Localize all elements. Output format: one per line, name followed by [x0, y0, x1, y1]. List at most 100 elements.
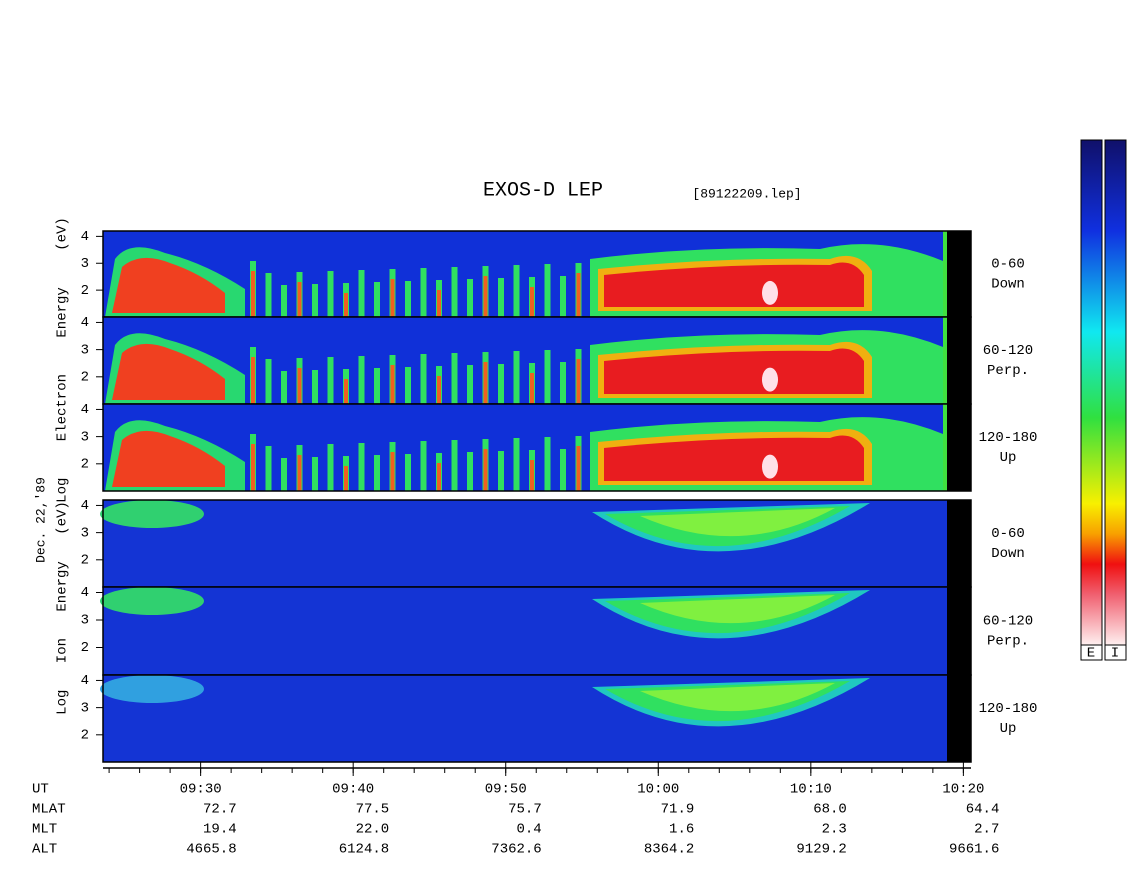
flux-spike [405, 281, 411, 317]
x-tick-label: 09:30 [180, 782, 222, 798]
y-tick-label: 3 [81, 429, 89, 445]
flux-spike [560, 276, 566, 317]
panel-range: 120-180 [979, 701, 1038, 717]
y-tick-label: 4 [81, 673, 89, 689]
panel-direction: Perp. [987, 363, 1029, 379]
flux-region [604, 262, 864, 307]
edge-strip [943, 404, 947, 491]
ephemeris-name: MLT [32, 822, 57, 838]
panel-frame [102, 674, 972, 763]
ephemeris-value: 71.9 [661, 802, 695, 818]
flux-spike [513, 438, 520, 491]
panel-direction: Up [1000, 450, 1017, 466]
y-tick-label: 2 [81, 283, 89, 299]
edge-strip [947, 500, 971, 587]
ephemeris-name: MLAT [32, 802, 66, 818]
panel-direction: Down [991, 277, 1025, 293]
panel-range: 60-120 [983, 614, 1033, 630]
flux-spike [544, 264, 551, 317]
ephemeris-value: 2.7 [974, 822, 999, 838]
flux-spike [344, 293, 348, 317]
colorbar [1104, 139, 1127, 646]
ephemeris-value: 7362.6 [491, 842, 541, 858]
edge-strip [943, 317, 947, 404]
y-tick-label: 4 [81, 498, 89, 514]
ephemeris-value: 4665.8 [186, 842, 236, 858]
flux-spike [327, 444, 334, 491]
flux-spike [374, 368, 380, 404]
edge-strip [947, 404, 971, 491]
edge-strip [943, 231, 947, 317]
flux-region [640, 508, 835, 537]
flux-spike [265, 359, 272, 404]
flux-region [112, 430, 225, 487]
flux-spike [483, 276, 488, 317]
flux-region [762, 367, 778, 392]
flux-spike [358, 270, 365, 317]
flux-spike [312, 457, 318, 491]
edge-strip [947, 587, 971, 675]
flux-region [100, 500, 204, 528]
flux-spike [437, 290, 441, 317]
colorbar [1080, 139, 1103, 646]
flux-spike [265, 273, 272, 317]
flux-spike [297, 282, 302, 317]
flux-spike [420, 354, 427, 404]
y-tick-label: 2 [81, 728, 89, 744]
y-tick-label: 3 [81, 613, 89, 629]
panel-range: 0-60 [991, 526, 1025, 542]
flux-spike [374, 282, 380, 317]
colorbar-label: E [1087, 646, 1095, 662]
ephemeris-value: 22.0 [356, 822, 390, 838]
flux-region [640, 595, 835, 624]
colorbar-label-box [1104, 644, 1127, 661]
x-axis-label: UT [32, 782, 49, 798]
flux-region [640, 683, 835, 712]
axis-label: Log Electron Energy (eV) [55, 217, 71, 503]
flux-region [762, 454, 778, 479]
panel-direction: Up [1000, 721, 1017, 737]
flux-spike [251, 444, 255, 491]
flux-spike [327, 357, 334, 404]
flux-spike [483, 362, 488, 404]
ephemeris-value: 8364.2 [644, 842, 694, 858]
flux-region [100, 675, 204, 703]
panel-direction: Down [991, 546, 1025, 562]
flux-spike [530, 460, 534, 491]
y-tick-label: 3 [81, 525, 89, 541]
flux-spike [498, 278, 504, 317]
flux-spike [405, 454, 411, 491]
flux-spike [451, 353, 458, 404]
flux-spike [560, 362, 566, 404]
flux-spike [513, 351, 520, 404]
y-tick-label: 4 [81, 402, 89, 418]
flux-spike [467, 279, 473, 317]
flux-spike [437, 376, 441, 404]
flux-spike [560, 449, 566, 491]
ephemeris-value: 19.4 [203, 822, 237, 838]
flux-spike [483, 449, 488, 491]
flux-spike [327, 271, 334, 317]
edge-strip [947, 317, 971, 404]
y-tick-label: 3 [81, 700, 89, 716]
panel-range: 60-120 [983, 343, 1033, 359]
ephemeris-value: 0.4 [517, 822, 542, 838]
flux-spike [281, 285, 287, 317]
axis-label: Log Ion Energy (eV) [55, 501, 71, 715]
colorbar-label: I [1111, 646, 1119, 662]
flux-spike [312, 284, 318, 317]
ephemeris-value: 1.6 [669, 822, 694, 838]
flux-spike [513, 265, 520, 317]
flux-region [112, 257, 225, 313]
ephemeris-value: 9129.2 [796, 842, 846, 858]
edge-strip [947, 675, 971, 762]
x-tick-label: 09:40 [332, 782, 374, 798]
flux-region [762, 280, 778, 305]
flux-spike [576, 359, 581, 404]
file-label: [89122209.lep] [692, 186, 801, 201]
ephemeris-value: 75.7 [508, 802, 542, 818]
ephemeris-value: 64.4 [966, 802, 1000, 818]
ephemeris-value: 68.0 [813, 802, 847, 818]
y-tick-label: 4 [81, 315, 89, 331]
